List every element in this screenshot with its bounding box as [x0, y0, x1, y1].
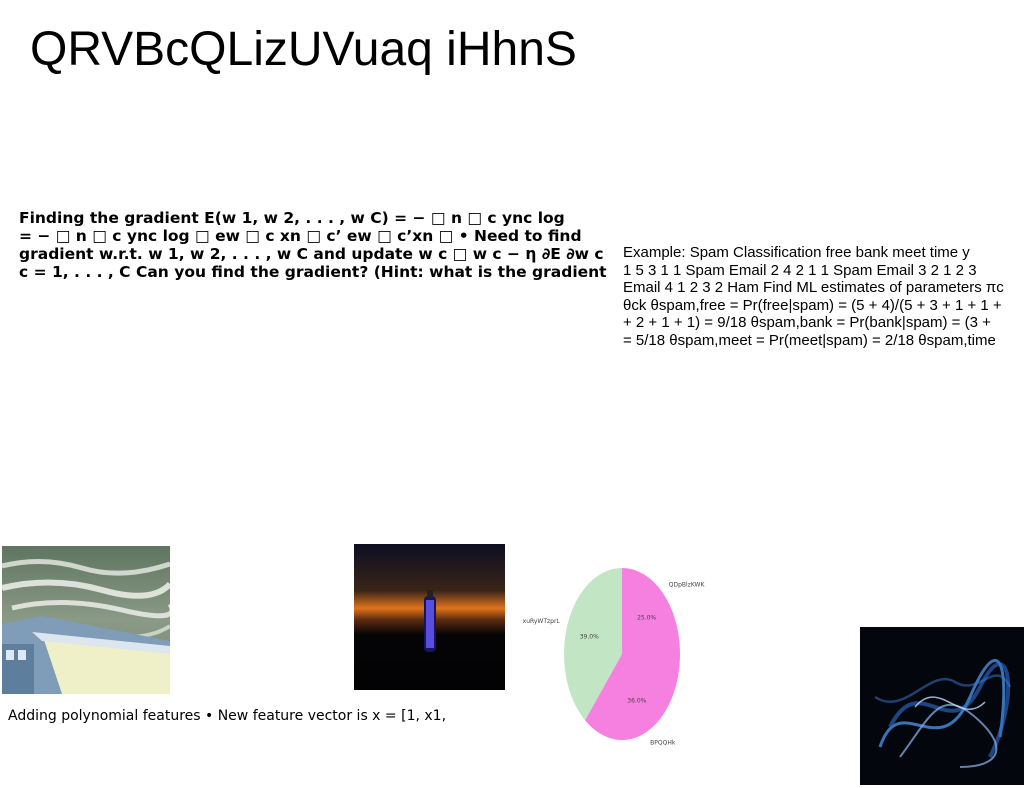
blue-smoke-image: [860, 627, 1024, 785]
gradient-text-block: Finding the gradient E(w 1, w 2, . . . ,…: [19, 209, 607, 281]
pie-category-label-0: QDpBlzKWK: [669, 582, 706, 589]
polynomial-features-text: Adding polynomial features • New feature…: [8, 708, 447, 724]
glowing-tower-image: [354, 544, 505, 690]
pie-chart: 25.0% QDpBlzKWK 36.0% BPQQHk 39.0% xuRyWTzprL: [523, 568, 706, 747]
pie-slice-1: [585, 654, 680, 740]
sea-harbor-image: [2, 546, 170, 694]
spam-classification-text-block: Example: Spam Classification free bank m…: [623, 244, 1004, 349]
pie-category-label-1: BPQQHk: [650, 740, 676, 747]
pie-pct-label-1: 36.0%: [627, 698, 646, 705]
pie-slice-0: [622, 568, 680, 654]
pie-slice-2: [564, 568, 622, 721]
slide-title: QRVBcQLizUVuaq iHhnS: [30, 23, 577, 76]
pie-category-label-2: xuRyWTzprL: [523, 618, 561, 625]
pie-pct-label-0: 25.0%: [637, 615, 656, 622]
pie-pct-label-2: 39.0%: [580, 634, 599, 641]
